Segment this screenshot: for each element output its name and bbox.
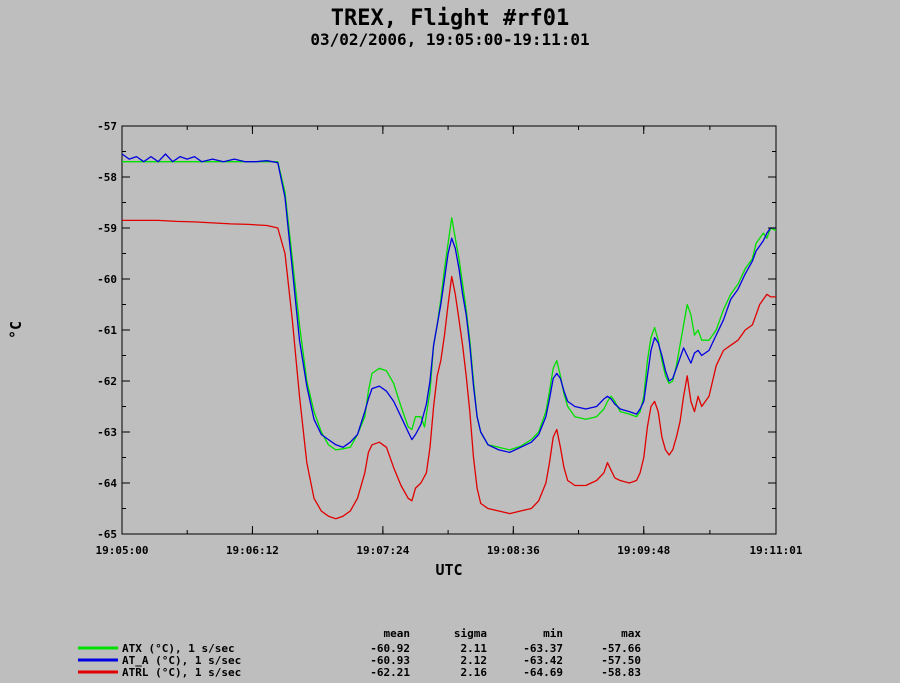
y-tick-label: -57 <box>97 120 117 133</box>
stats-header: max <box>621 627 641 640</box>
x-tick-label: 19:08:36 <box>487 544 540 557</box>
stat-value: 2.16 <box>461 666 488 679</box>
x-tick-label: 19:05:00 <box>96 544 149 557</box>
chart-title: TREX, Flight #rf01 <box>331 6 569 31</box>
series-line-1 <box>121 153 776 454</box>
plot-frame <box>121 125 777 535</box>
series-layer <box>121 153 777 520</box>
y-tick-label: -63 <box>97 426 117 439</box>
stat-value: -57.50 <box>601 654 641 667</box>
y-tick-label: -62 <box>97 375 117 388</box>
x-axis-label: UTC <box>435 561 462 579</box>
axes-layer: -57 -58 -59 -60 -61 -62 -63 -64 -65 19:05:00 19:06… <box>96 120 803 557</box>
stat-value: 2.12 <box>461 654 488 667</box>
x-tick-label: 19:06:12 <box>226 544 279 557</box>
y-axis-label: °C <box>7 321 25 339</box>
y-tick-label: -61 <box>97 324 117 337</box>
stat-value: 2.11 <box>461 642 488 655</box>
chart-subtitle: 03/02/2006, 19:05:00-19:11:01 <box>310 30 589 49</box>
x-tick-label: 19:07:24 <box>356 544 409 557</box>
stats-header: mean <box>384 627 411 640</box>
stats-header: min <box>543 627 563 640</box>
stat-value: -58.83 <box>601 666 641 679</box>
stat-value: -57.66 <box>601 642 641 655</box>
y-tick-label: -64 <box>97 477 117 490</box>
stat-value: -60.92 <box>370 642 410 655</box>
legend-label-0: ATX (°C), 1 s/sec <box>122 642 235 655</box>
stats-header: sigma <box>454 627 487 640</box>
y-tick-label: -59 <box>97 222 117 235</box>
legend-label-2: ATRL (°C), 1 s/sec <box>122 666 241 679</box>
legend-label-1: AT_A (°C), 1 s/sec <box>122 654 241 667</box>
x-tick-label: 19:11:01 <box>750 544 803 557</box>
series-line-0 <box>122 161 777 451</box>
y-tick-label: -58 <box>97 171 117 184</box>
y-tick-label: -65 <box>97 528 117 541</box>
series-line-2 <box>122 219 776 520</box>
stat-value: -63.37 <box>523 642 563 655</box>
plot-area <box>121 125 777 535</box>
stat-value: -64.69 <box>523 666 563 679</box>
stat-value: -63.42 <box>523 654 563 667</box>
stat-value: -62.21 <box>370 666 410 679</box>
x-tick-label: 19:09:48 <box>617 544 670 557</box>
stats-table: mean sigma min max -60.92 2.11 -63.37 -57.66 -60… <box>370 627 641 679</box>
stat-value: -60.93 <box>370 654 410 667</box>
y-tick-label: -60 <box>97 273 117 286</box>
